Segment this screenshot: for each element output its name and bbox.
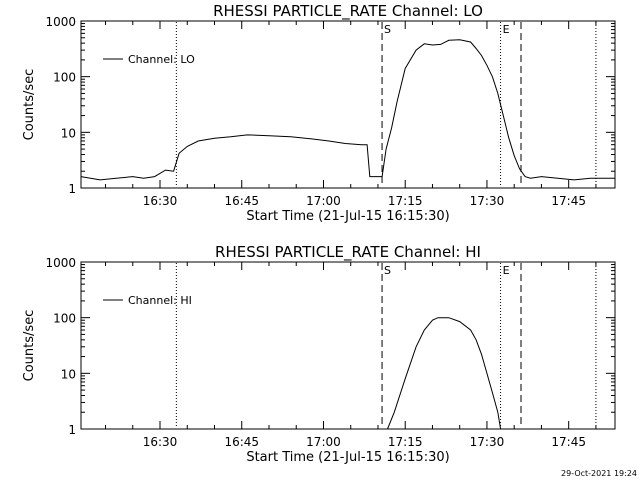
x-tick-label: 17:15 <box>388 435 423 449</box>
chart-title: RHESSI PARTICLE_RATE Channel: LO <box>213 2 483 21</box>
x-axis-title: Start Time (21-Jul-15 16:15:30) <box>246 209 449 224</box>
x-tick-label: 17:00 <box>306 435 341 449</box>
plot-frame <box>80 261 616 430</box>
y-tick-label: 1000 <box>45 256 76 270</box>
time-marker-label: S <box>384 23 391 36</box>
y-tick-label: 100 <box>53 71 76 85</box>
x-tick-label: 17:30 <box>470 194 505 208</box>
y-tick-label: 10 <box>61 367 76 381</box>
legend-label: Channel: HI <box>128 294 192 307</box>
y-tick-label: 10 <box>61 126 76 140</box>
x-tick-label: 16:45 <box>224 194 259 208</box>
x-tick-label: 16:45 <box>224 435 259 449</box>
y-tick-label: 1000 <box>45 15 76 29</box>
plot-frame <box>80 20 616 189</box>
x-tick-label: 17:00 <box>306 194 341 208</box>
x-tick-label: 17:15 <box>388 194 423 208</box>
time-marker-label: E <box>503 23 510 36</box>
chart-title: RHESSI PARTICLE_RATE Channel: HI <box>215 243 481 262</box>
y-tick-label: 1 <box>68 182 76 196</box>
plot-timestamp: 29-Oct-2021 19:24 <box>561 469 637 478</box>
x-tick-label: 17:30 <box>470 435 505 449</box>
legend-label: Channel: LO <box>128 53 195 66</box>
x-tick-label: 17:45 <box>551 435 586 449</box>
x-tick-label: 16:30 <box>143 194 178 208</box>
hi-channel-panel: RHESSI PARTICLE_RATE Channel: HI 16:30 16:… <box>22 243 616 465</box>
y-axis-title: Counts/sec <box>22 69 37 141</box>
y-tick-label: 100 <box>53 312 76 326</box>
x-axis-title: Start Time (21-Jul-15 16:15:30) <box>246 450 449 465</box>
lo-channel-panel: RHESSI PARTICLE_RATE Channel: LO 16:30 16:… <box>22 2 616 224</box>
time-marker-label: E <box>503 264 510 277</box>
x-tick-label: 17:45 <box>551 194 586 208</box>
series-line-0 <box>387 317 502 430</box>
y-axis-title: Counts/sec <box>22 310 37 382</box>
x-tick-label: 16:30 <box>143 435 178 449</box>
time-marker-label: S <box>384 264 391 277</box>
series-line-0 <box>80 39 615 181</box>
y-tick-label: 1 <box>68 423 76 437</box>
